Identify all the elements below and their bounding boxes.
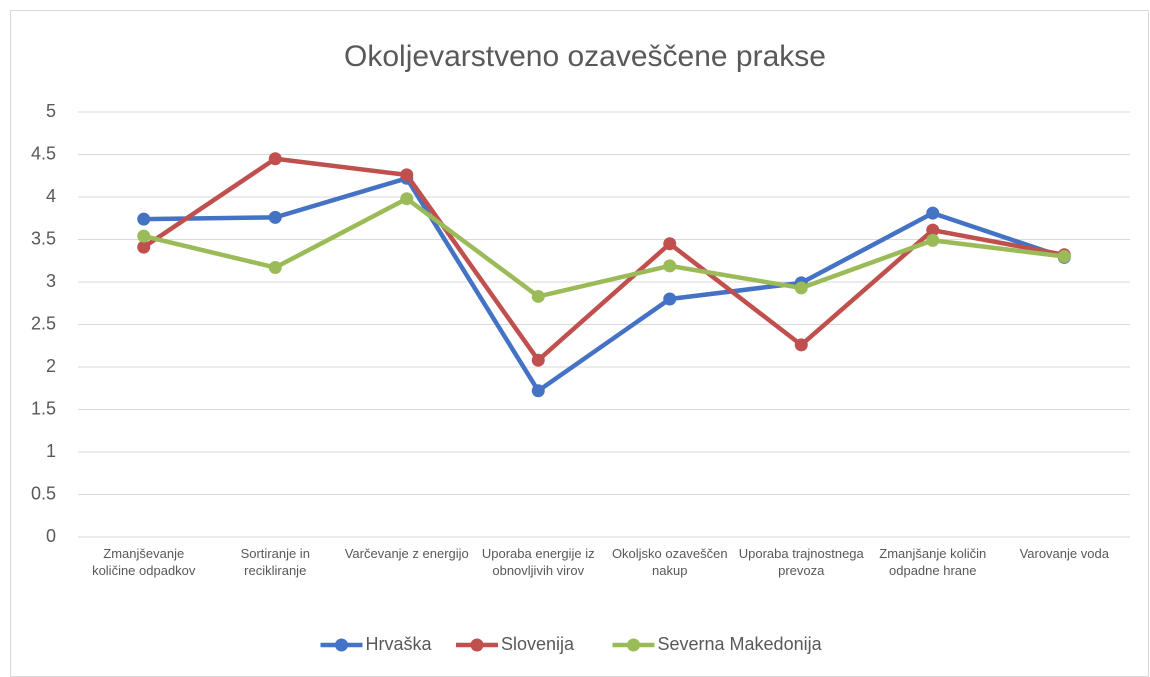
y-tick-label: 0.5 — [31, 483, 56, 503]
marker — [663, 292, 677, 306]
marker — [926, 233, 940, 247]
legend-marker — [627, 638, 640, 652]
legend-label: Severna Makedonija — [658, 634, 823, 654]
y-tick-label: 1 — [46, 441, 56, 461]
x-tick-label: Okoljsko ozaveščen nakup — [611, 546, 728, 578]
x-tick-label: Sortiranje in recikliranje — [240, 546, 310, 578]
legend-marker — [470, 638, 484, 652]
marker — [137, 240, 151, 254]
y-tick-label: 3.5 — [31, 228, 56, 248]
marker — [268, 210, 282, 224]
y-tick-label: 4 — [46, 186, 56, 206]
line — [141, 196, 1067, 299]
legend-label: Slovenija — [501, 634, 575, 654]
marker — [268, 152, 282, 166]
marker — [400, 168, 414, 182]
marker — [268, 261, 282, 275]
chart-border — [10, 10, 1149, 677]
marker — [794, 281, 808, 295]
x-tick-label: Uporaba energije iz obnovljivih virov — [481, 546, 595, 578]
chart-title: Okoljevarstveno ozaveščene prakse — [344, 40, 826, 73]
y-tick-label: 2.5 — [31, 313, 56, 333]
y-tick-label: 0 — [46, 526, 56, 546]
marker — [137, 229, 151, 243]
marker — [531, 384, 545, 398]
legend-label: Hrvaška — [366, 634, 433, 654]
marker — [137, 212, 151, 226]
legend-marker — [335, 638, 348, 652]
marker — [794, 338, 808, 352]
x-tick-label: Zmanjšanje količin odpadne hrane — [879, 546, 987, 578]
x-tick-label: Zmanjševanje količine odpadkov — [92, 546, 196, 578]
y-tick-label: 1.5 — [31, 398, 56, 418]
x-tick-label: Varčevanje z energijo — [344, 546, 469, 561]
marker — [926, 206, 940, 220]
marker — [1057, 250, 1071, 263]
marker — [663, 237, 677, 251]
x-tick-label: Varovanje voda — [1019, 546, 1109, 561]
marker — [400, 192, 414, 206]
y-tick-label: 2 — [46, 356, 56, 376]
x-tick-label: Uporaba trajnostnega prevoza — [738, 546, 864, 578]
y-tick-label: 3 — [46, 271, 56, 291]
line — [141, 176, 1067, 394]
y-tick-label: 5 — [46, 101, 56, 121]
y-tick-label: 4.5 — [31, 143, 56, 163]
marker — [926, 223, 940, 237]
marker — [531, 289, 545, 303]
marker — [531, 353, 545, 367]
marker — [663, 259, 677, 273]
